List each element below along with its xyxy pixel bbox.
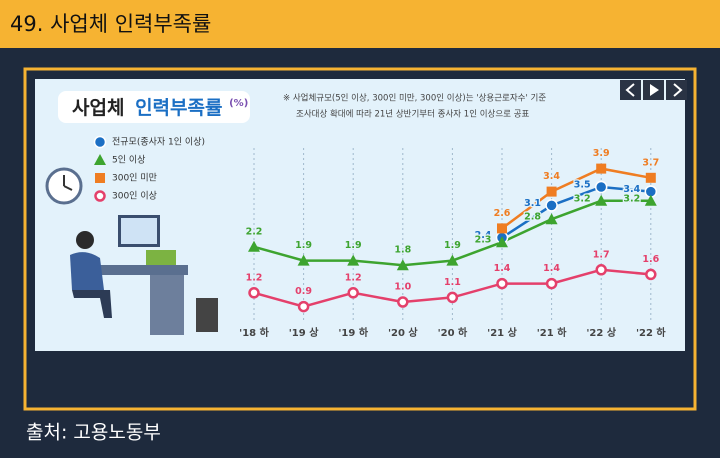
data-label: 2.3 — [475, 235, 492, 246]
data-label: 3.5 — [574, 180, 591, 191]
prev-button[interactable] — [620, 80, 641, 100]
data-point — [446, 254, 459, 266]
x-tick-label: '22 상 — [586, 326, 616, 339]
source: 출처: 고용노동부 — [26, 422, 161, 444]
header-bar — [0, 0, 720, 48]
person-body — [70, 252, 104, 290]
x-tick-label: '18 하 — [239, 326, 269, 339]
note-line: ※ 사업체규모(5인 이상, 300인 미만, 300인 이상)는 '상용근로자… — [283, 93, 546, 104]
title-box — [58, 91, 250, 123]
data-label: 1.4 — [543, 263, 560, 274]
data-label: 1.0 — [394, 282, 411, 293]
legend-label: 5인 이상 — [112, 155, 145, 166]
legend-marker — [94, 154, 106, 165]
data-label: 2.4 — [475, 230, 492, 241]
data-label: 3.2 — [623, 193, 640, 204]
binders — [196, 298, 218, 332]
x-tick-label: '20 상 — [388, 326, 418, 339]
data-point — [496, 277, 508, 290]
legend-label: 300인 미만 — [112, 173, 157, 184]
data-label: 1.7 — [593, 249, 610, 260]
data-label: 1.4 — [494, 263, 511, 274]
books — [146, 250, 176, 265]
data-point — [446, 291, 459, 304]
data-point — [645, 268, 657, 281]
prev-icon — [625, 83, 635, 97]
data-label: 3.1 — [524, 198, 541, 209]
data-label: 3.7 — [642, 157, 659, 168]
data-point — [497, 223, 507, 234]
chart-title: 사업체 인력부족률 (%) — [72, 97, 248, 119]
nav-buttons — [620, 80, 687, 100]
frame — [23, 67, 697, 411]
data-label: 2.6 — [494, 208, 511, 219]
legend-marker — [95, 173, 105, 183]
data-label: 1.2 — [246, 272, 263, 283]
data-point — [347, 287, 359, 299]
desk-top — [88, 265, 188, 275]
data-point — [546, 186, 557, 197]
next-icon — [673, 83, 683, 97]
legend-label: 300인 이상 — [112, 191, 157, 202]
x-tick-label: '20 하 — [438, 326, 468, 339]
data-point — [248, 287, 260, 299]
title-main: 사업체 — [72, 97, 124, 119]
data-label: 1.6 — [642, 254, 659, 265]
data-point — [644, 194, 657, 206]
legend-marker — [93, 135, 107, 149]
legend-label: 전규모(종사자 1인 이상) — [112, 137, 205, 148]
data-point — [596, 163, 607, 174]
x-tick-label: '19 상 — [289, 326, 319, 339]
data-label: 1.9 — [345, 240, 362, 251]
next-button[interactable] — [666, 80, 687, 100]
data-label: 1.9 — [295, 240, 312, 251]
screen — [121, 218, 157, 244]
data-point — [595, 194, 608, 206]
data-label: 1.1 — [444, 277, 461, 288]
x-tick-label: '21 상 — [487, 326, 517, 339]
data-label: 2.2 — [246, 226, 263, 237]
x-tick-label: '22 하 — [636, 326, 666, 339]
person-head — [76, 231, 94, 249]
x-tick-label: '21 하 — [537, 326, 567, 339]
data-point — [645, 172, 656, 183]
data-label: 3.4 — [623, 184, 640, 195]
title-highlight: 인력부족률 — [135, 97, 222, 119]
data-point — [397, 296, 409, 308]
data-label: 1.9 — [444, 240, 461, 251]
data-label: 3.2 — [574, 193, 591, 204]
header-title: 49. 사업체 인력부족률 — [10, 12, 211, 36]
x-tick-label: '19 하 — [338, 326, 368, 339]
data-label: 3.4 — [543, 171, 560, 182]
data-point — [545, 199, 558, 212]
desk-drawer — [150, 275, 184, 335]
data-label: 1.2 — [345, 272, 362, 283]
data-point — [496, 236, 508, 248]
data-point — [347, 254, 360, 266]
data-label: 1.8 — [394, 245, 411, 256]
data-point — [545, 213, 558, 225]
title-unit: (%) — [229, 98, 248, 109]
clock-hands — [63, 175, 73, 191]
data-label: 0.9 — [295, 286, 312, 297]
play-icon — [650, 84, 659, 96]
illustration — [45, 167, 218, 335]
data-point — [248, 240, 260, 252]
data-label: 2.8 — [524, 212, 541, 223]
data-label: 3.9 — [593, 148, 610, 159]
data-point — [595, 264, 607, 276]
data-point — [545, 277, 558, 290]
data-point — [594, 180, 608, 194]
series-line — [501, 167, 652, 230]
data-point — [297, 300, 310, 313]
person-legs — [72, 290, 112, 318]
data-point — [396, 259, 409, 271]
legend-marker — [94, 190, 106, 202]
note-line: 조사대상 확대에 따라 21년 상반기부터 종사자 1인 이상으로 공표 — [296, 109, 530, 120]
series-line — [501, 185, 651, 239]
data-point — [297, 254, 310, 266]
